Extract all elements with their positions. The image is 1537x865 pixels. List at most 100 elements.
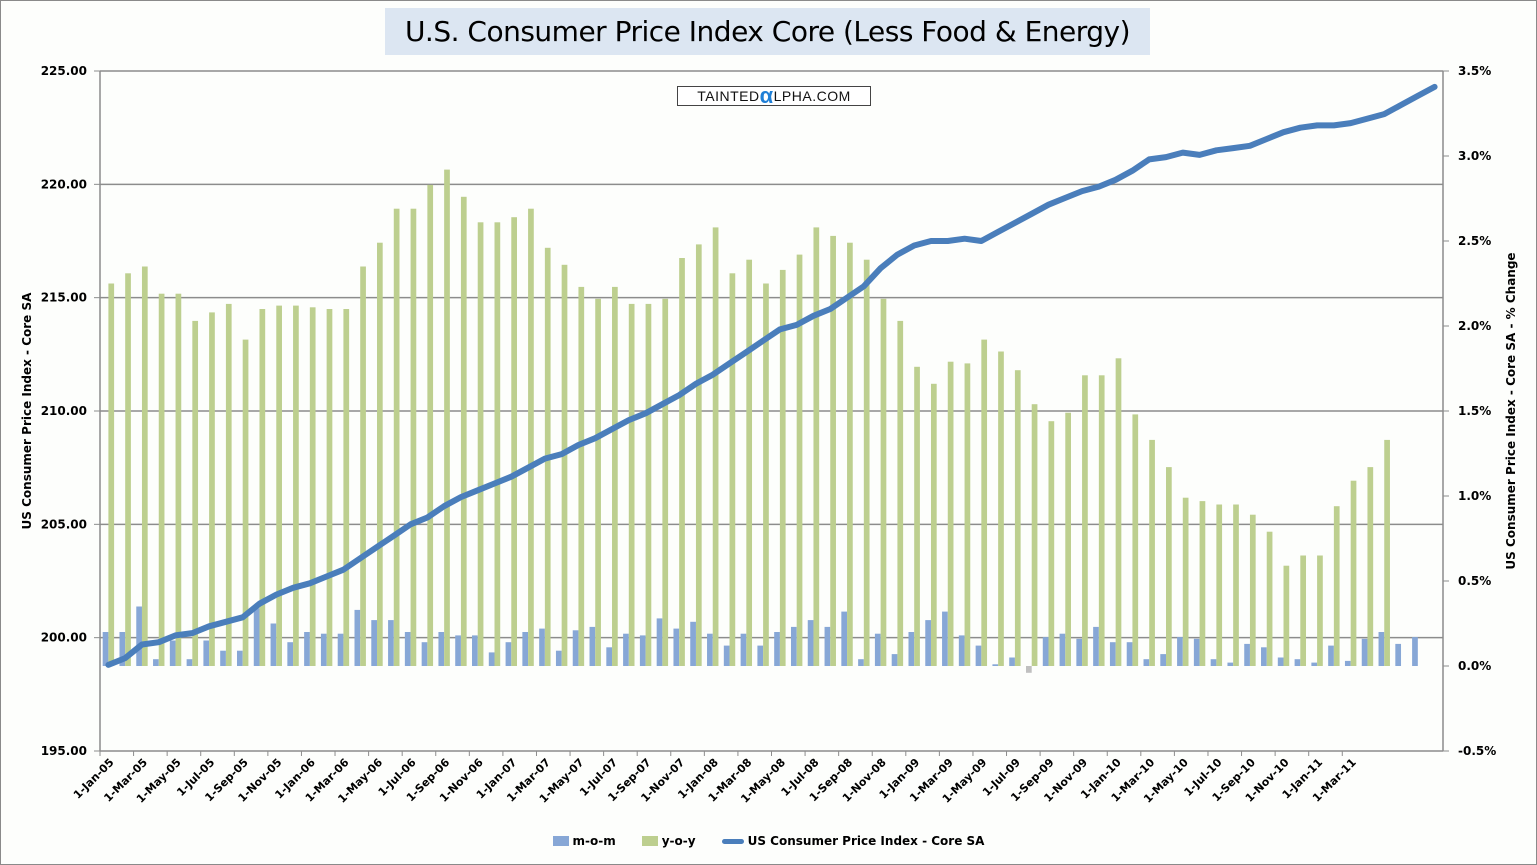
mom-bar xyxy=(1025,666,1032,673)
yoy-bar xyxy=(1182,497,1189,666)
yoy-bar xyxy=(930,383,937,666)
yoy-bar xyxy=(393,208,400,666)
cpi-line xyxy=(105,83,1438,668)
mom-bar xyxy=(975,645,982,666)
mom-bar xyxy=(505,642,512,666)
mom-bar xyxy=(757,645,764,666)
left-tick-label: 225.00 xyxy=(41,64,87,78)
mom-bar xyxy=(623,633,629,666)
mom-bar xyxy=(1076,638,1083,666)
mom-bar xyxy=(589,626,596,666)
yoy-bar xyxy=(880,298,887,666)
mom-bar xyxy=(220,650,226,666)
yoy-bar xyxy=(947,361,954,666)
yoy-bar xyxy=(528,208,534,666)
yoy-bar xyxy=(1384,439,1390,666)
right-tick-label: 2.5% xyxy=(1458,234,1491,248)
mom-bar xyxy=(236,650,243,666)
yoy-bar xyxy=(1014,370,1021,666)
mom-bar xyxy=(522,632,529,666)
mom-bar xyxy=(1378,632,1385,666)
legend-swatch-yoy xyxy=(641,836,658,846)
mom-bar xyxy=(707,633,713,666)
right-tick-label: 0.0% xyxy=(1458,659,1491,673)
mom-bar xyxy=(858,659,864,666)
mom-bar xyxy=(673,628,680,666)
left-tick-label: 210.00 xyxy=(41,404,87,418)
yoy-bar xyxy=(628,303,635,666)
yoy-bar xyxy=(1031,404,1038,666)
yoy-bar xyxy=(1300,555,1307,666)
yoy-bar xyxy=(376,242,383,666)
left-tick-label: 205.00 xyxy=(41,517,87,531)
yoy-bar xyxy=(914,366,920,666)
mom-bar xyxy=(169,640,176,666)
yoy-bar xyxy=(494,222,501,667)
mom-bar xyxy=(572,630,579,666)
mom-bar xyxy=(1009,657,1015,666)
left-axis-title: US Consumer Price Index - Core SA xyxy=(20,292,34,530)
yoy-bar xyxy=(209,312,215,666)
mom-bar xyxy=(1328,645,1334,666)
yoy-bar xyxy=(1367,467,1374,666)
yoy-bar xyxy=(897,320,904,666)
mom-bar xyxy=(1059,633,1066,666)
mom-bar xyxy=(925,620,931,666)
right-axis-title: US Consumer Price Index - Core SA - % Ch… xyxy=(1504,252,1518,569)
mom-bar xyxy=(102,632,109,666)
mom-bar xyxy=(1126,642,1133,666)
yoy-bar xyxy=(561,264,568,666)
yoy-bar xyxy=(695,244,702,666)
mom-bar xyxy=(488,652,495,666)
right-tick-label: 3.0% xyxy=(1458,149,1491,163)
mom-bar xyxy=(1294,659,1301,666)
yoy-bar xyxy=(125,273,131,666)
left-tick-label: 215.00 xyxy=(41,291,87,305)
mom-bar xyxy=(539,628,545,666)
mom-bar xyxy=(1143,659,1150,666)
mom-bar xyxy=(1193,638,1200,666)
mom-bar xyxy=(992,664,999,666)
mom-bar xyxy=(203,640,210,666)
left-tick-label: 220.00 xyxy=(41,177,87,191)
yoy-bar xyxy=(1283,565,1290,666)
yoy-bar xyxy=(645,303,652,666)
yoy-bar xyxy=(1048,421,1055,666)
yoy-bar xyxy=(410,208,417,666)
yoy-bar xyxy=(612,286,618,666)
mom-bar xyxy=(304,632,310,666)
mom-bar xyxy=(1160,654,1167,666)
mom-bar xyxy=(455,635,461,666)
mom-bar xyxy=(186,659,193,666)
yoy-bar xyxy=(746,259,753,666)
yoy-bar xyxy=(427,184,434,666)
yoy-bar xyxy=(1266,531,1273,666)
legend-swatch-cpi xyxy=(721,838,744,844)
mom-bar xyxy=(1210,659,1217,666)
mom-bar xyxy=(1311,662,1318,666)
mom-bar xyxy=(1277,657,1284,666)
chart-title: U.S. Consumer Price Index Core (Less Foo… xyxy=(385,8,1150,55)
yoy-bar xyxy=(1065,412,1071,666)
yoy-bar xyxy=(477,222,484,667)
yoy-bar xyxy=(1098,375,1105,666)
mom-bar xyxy=(1412,637,1418,666)
yoy-bar xyxy=(225,303,232,666)
alpha-icon: α xyxy=(759,83,774,108)
yoy-bar xyxy=(511,217,518,666)
yoy-bar xyxy=(108,283,115,666)
mom-bar xyxy=(555,650,562,666)
mom-bar xyxy=(891,654,898,666)
mom-bar xyxy=(824,626,831,666)
mom-bar xyxy=(119,632,126,666)
yoy-bar xyxy=(712,227,719,666)
right-tick-label: 1.5% xyxy=(1458,404,1491,418)
mom-bar xyxy=(1227,662,1234,666)
yoy-bar xyxy=(863,259,870,666)
right-tick-label: 0.5% xyxy=(1458,574,1491,588)
right-tick-label: 1.0% xyxy=(1458,489,1491,503)
mom-bar xyxy=(1177,637,1183,666)
mom-bar xyxy=(371,620,377,666)
yoy-bar xyxy=(847,242,853,666)
yoy-bar xyxy=(1166,467,1172,666)
